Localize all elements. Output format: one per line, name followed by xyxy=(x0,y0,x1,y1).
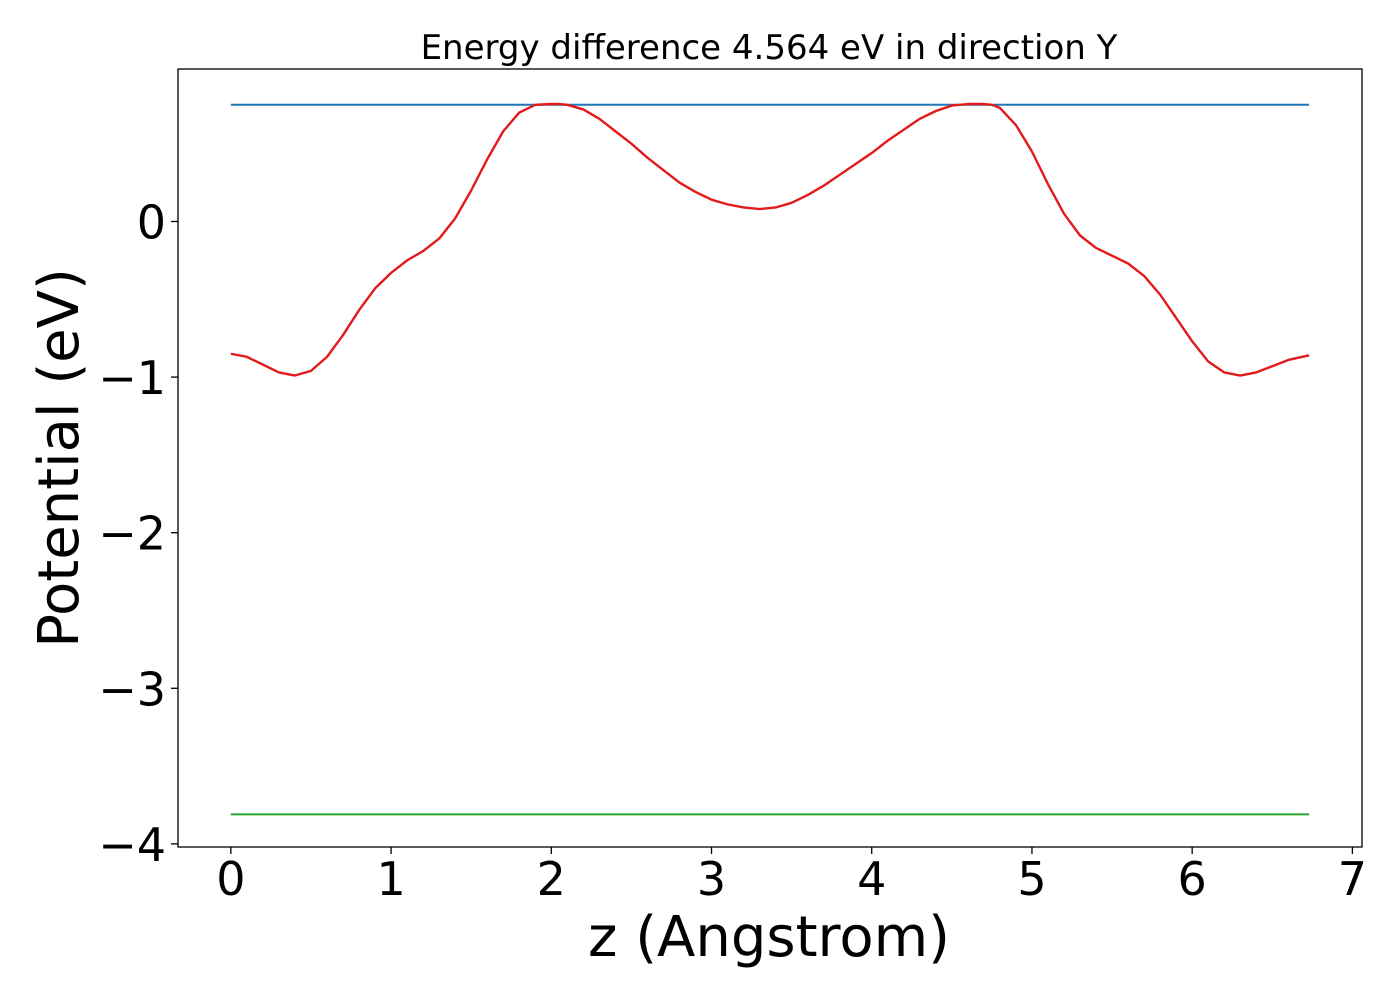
axes-frame xyxy=(177,68,1363,848)
y-tick-label: 0 xyxy=(137,195,166,249)
x-axis-label: z (Angstrom) xyxy=(588,905,950,970)
x-axis: 0 1 2 3 4 5 6 7 xyxy=(216,847,1367,906)
y-axis-label: Potential (eV) xyxy=(27,268,92,648)
x-tick-label: 4 xyxy=(857,852,886,906)
x-tick-label: 7 xyxy=(1338,852,1367,906)
chart-title: Energy difference 4.564 eV in direction … xyxy=(421,28,1118,68)
x-tick-label: 3 xyxy=(697,852,726,906)
x-tick-label: 5 xyxy=(1017,852,1046,906)
y-tick-label: −4 xyxy=(98,818,166,872)
x-tick-label: 6 xyxy=(1178,852,1207,906)
y-tick-label: −1 xyxy=(98,351,166,405)
y-axis: 0 −1 −2 −3 −4 xyxy=(98,195,178,872)
x-tick-label: 1 xyxy=(376,852,405,906)
y-tick-label: −3 xyxy=(98,662,166,716)
x-tick-label: 2 xyxy=(537,852,566,906)
plot-area xyxy=(230,102,1310,816)
series-line-3 xyxy=(230,102,1310,377)
x-tick-label: 0 xyxy=(216,852,245,906)
y-tick-label: −2 xyxy=(98,507,166,561)
